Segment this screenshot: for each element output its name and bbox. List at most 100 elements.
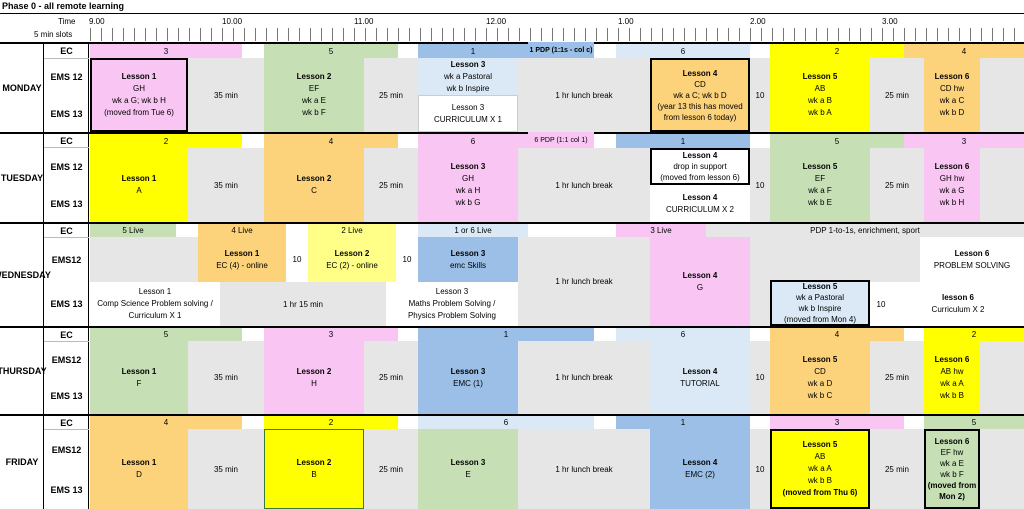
slot-tick [112,28,113,41]
break-cell: 25 min [364,58,418,132]
lunch-cell: 1 hr lunch break [518,58,650,132]
break-cell: 10 [870,282,892,326]
row-label-ems13: EMS 13 [50,299,83,309]
slot-tick [387,28,388,41]
break-cell: 25 min [870,429,924,509]
row-label-ems12: EMS 12 [50,161,83,172]
slot-tick [541,28,542,41]
ec-cell: 6 [418,416,594,429]
ec-cell: 3 [264,328,398,341]
header-bottom-border [0,42,1024,44]
slot-tick [849,28,850,41]
row-label-ems13: EMS 13 [50,391,83,401]
break-cell: 35 min [188,429,264,509]
lesson-cell: Lesson 1 EC (4) - online [198,237,286,282]
slot-tick [464,28,465,41]
slot-tick [992,28,993,41]
ec-cell: 2 Live [308,224,396,237]
ec-cell: 5 Live [90,224,176,237]
slot-tick [651,28,652,41]
day-wednesday: WEDNESDAY [0,269,51,280]
ec-cell: 2 [90,134,242,148]
slot-tick [134,28,135,41]
time-11: 11.00 [354,17,374,26]
row-label-ec: EC [44,44,89,59]
break-cell: 25 min [870,148,924,222]
time-12: 12.00 [486,17,507,26]
slot-tick [695,28,696,41]
slot-tick [739,28,740,41]
day-monday: MONDAY [2,82,42,93]
lesson-cell: Lesson 6 PROBLEM SOLVING [920,237,1024,282]
lunch-cell: 1 hr lunch break [518,237,650,326]
empty-cell [750,282,770,326]
header-top-border [0,13,1024,14]
break-cell: 25 min [364,341,418,414]
ec-cell: 1 [418,44,528,58]
slot-tick [607,28,608,41]
slot-tick [508,28,509,41]
empty-cell [980,429,1024,509]
slots-label: 5 min slots [34,30,73,39]
empty-cell [980,148,1024,222]
break-cell: 25 min [870,58,924,132]
break-cell: 35 min [188,341,264,414]
ec-cell: 1 [418,328,594,341]
slot-tick [684,28,685,41]
slot-tick [299,28,300,41]
slot-tick [145,28,146,41]
slot-tick [552,28,553,41]
slot-tick [717,28,718,41]
slot-tick [332,28,333,41]
lesson-cell: Lesson 3 CURRICULUM X 1 [418,95,518,132]
lesson-cell: Lesson 4 drop in support (moved from lesso… [650,148,750,185]
slot-tick [233,28,234,41]
break-cell: 25 min [364,148,418,222]
ec-cell: 5 [264,44,398,58]
slot-tick [277,28,278,41]
slot-tick [761,28,762,41]
slot-tick [728,28,729,41]
lesson-cell: Lesson 1 GH wk a G; wk b H (moved from Tue … [90,58,188,132]
day-separator [0,222,1024,224]
slot-tick [453,28,454,41]
slot-tick [288,28,289,41]
row-label-ec: EC [44,328,89,342]
slot-tick [310,28,311,41]
slot-tick [618,28,619,41]
slot-tick [376,28,377,41]
slot-tick [563,28,564,41]
slot-tick [805,28,806,41]
break-cell: 10 [286,237,308,282]
slot-tick [409,28,410,41]
slot-tick [178,28,179,41]
slot-tick [497,28,498,41]
slot-tick [585,28,586,41]
slot-tick [123,28,124,41]
lesson-cell: Lesson 3 emc Skills [418,237,518,282]
empty-cell [90,237,198,282]
time-3: 3.00 [882,17,898,26]
slot-tick [640,28,641,41]
row-label-ems12: EMS12 [51,355,82,365]
row-label-ems12: EMS12 [51,445,82,455]
slot-tick [926,28,927,41]
slot-tick [706,28,707,41]
break-cell: 25 min [870,341,924,414]
break-cell: 10 [750,341,770,414]
ec-cell-pdp: 6 PDP (1:1 col 1) [528,132,594,148]
slot-tick [783,28,784,41]
slot-tick [354,28,355,41]
time-10: 10.00 [222,17,243,26]
empty-cell [750,237,920,282]
slot-tick [981,28,982,41]
row-label-ec: EC [44,416,89,430]
slot-tick [431,28,432,41]
day-thursday: THURSDAY [0,365,47,376]
